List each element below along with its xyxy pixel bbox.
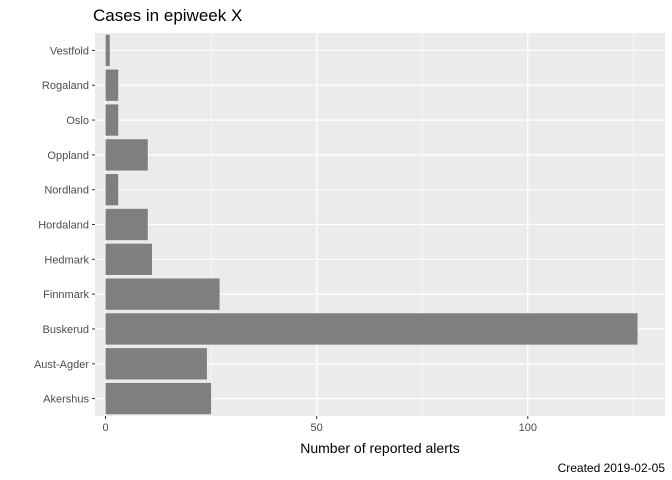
bar-oppland [105,139,148,171]
y-tick-label: Hordaland [38,220,89,232]
y-tick-label: Oppland [47,150,89,162]
x-tick-label: 100 [519,422,537,434]
bar-aust-agder [105,348,207,380]
y-tick-label: Nordland [44,185,89,197]
bar-hedmark [105,243,152,275]
bar-rogaland [105,69,119,101]
y-tick-label: Vestfold [50,45,89,57]
y-axis: Akershus Aust-Agder Buskerud Finnmark Hedmar… [34,45,95,406]
bar-vestfold [105,34,110,67]
y-tick-label: Aust-Agder [34,359,89,371]
y-tick-label: Akershus [43,394,89,406]
bar-buskerud [105,313,638,345]
y-tick-label: Rogaland [42,80,89,92]
y-tick-label: Finnmark [43,289,89,301]
bar-hordaland [105,208,148,241]
x-tick-label: 0 [102,422,108,434]
bars [105,34,638,415]
chart-title: Cases in epiweek X [93,6,242,25]
y-tick-label: Hedmark [44,254,89,266]
y-tick-label: Buskerud [43,324,89,336]
bar-akershus [105,382,212,415]
y-tick-label: Oslo [66,115,89,127]
bar-nordland [105,174,119,206]
bar-finnmark [105,278,220,310]
bar-oslo [105,104,119,136]
x-tick-label: 50 [311,422,323,434]
x-axis: 0 50 100 [102,416,537,434]
chart-caption: Created 2019-02-05 [558,461,666,475]
x-axis-label: Number of reported alerts [300,440,460,456]
